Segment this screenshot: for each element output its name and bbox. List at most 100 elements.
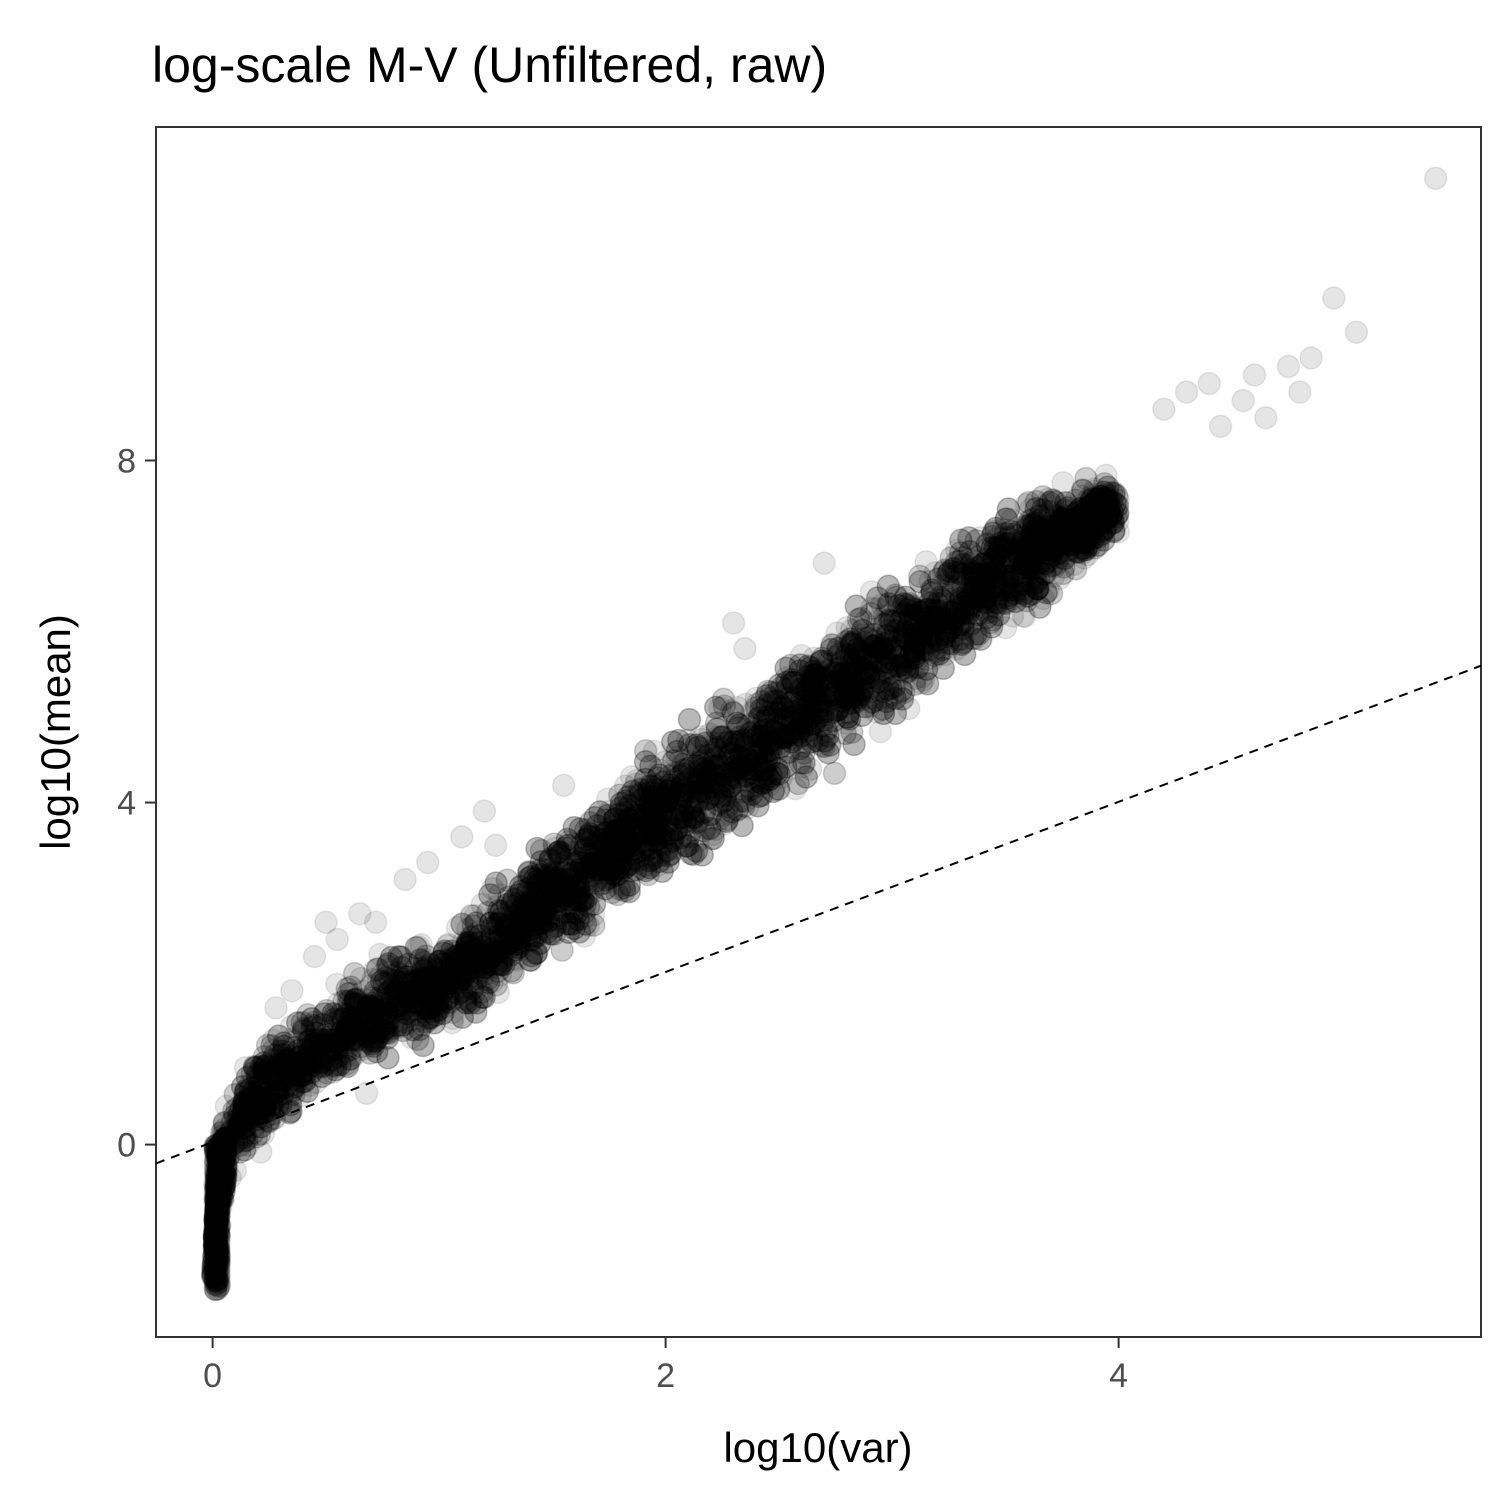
- data-point: [1051, 470, 1075, 495]
- data-point: [326, 1025, 351, 1050]
- data-point: [204, 1207, 229, 1232]
- data-point: [765, 741, 790, 765]
- data-point: [432, 959, 457, 983]
- data-point: [252, 1066, 276, 1091]
- data-point: [969, 565, 993, 590]
- data-point: [971, 579, 996, 604]
- data-point: [607, 843, 631, 867]
- data-point: [468, 954, 493, 979]
- plot-panel: [155, 126, 1482, 1338]
- data-point: [1081, 505, 1105, 530]
- data-point: [1082, 479, 1107, 504]
- data-point: [227, 1099, 251, 1123]
- data-point: [1031, 537, 1056, 561]
- data-point: [942, 610, 967, 634]
- data-point: [1045, 550, 1070, 574]
- data-point: [601, 820, 625, 845]
- data-point: [857, 694, 882, 719]
- data-point: [966, 592, 991, 617]
- data-point: [740, 728, 764, 753]
- data-point: [985, 541, 1010, 566]
- data-point: [265, 1080, 290, 1105]
- data-point: [361, 967, 385, 992]
- data-point: [390, 980, 414, 1005]
- data-point: [407, 975, 432, 999]
- data-point: [435, 942, 460, 967]
- data-point: [1027, 551, 1052, 575]
- data-point: [969, 575, 994, 599]
- data-point: [970, 583, 994, 607]
- data-point: [512, 905, 536, 930]
- data-point: [688, 790, 712, 815]
- data-point: [742, 757, 766, 781]
- data-point: [815, 710, 840, 734]
- data-point: [202, 1225, 227, 1250]
- data-point: [1007, 555, 1031, 580]
- data-point: [590, 848, 614, 873]
- data-point: [251, 1082, 276, 1107]
- data-point: [306, 1033, 330, 1058]
- data-point: [422, 991, 446, 1015]
- data-point: [924, 635, 949, 660]
- data-point: [929, 573, 954, 598]
- data-point: [572, 924, 597, 948]
- data-point: [486, 980, 510, 1005]
- data-point: [479, 945, 503, 970]
- data-point: [287, 1053, 312, 1077]
- data-point: [732, 756, 757, 781]
- data-point: [933, 620, 958, 644]
- data-point: [813, 666, 837, 691]
- data-point: [849, 648, 873, 672]
- data-point: [653, 786, 678, 811]
- data-point: [209, 1140, 234, 1164]
- data-point: [210, 1169, 235, 1194]
- data-point: [649, 798, 674, 822]
- data-point: [890, 613, 914, 637]
- data-point: [978, 546, 1002, 571]
- points-layer: [201, 166, 1448, 1302]
- data-point: [744, 708, 768, 733]
- data-point: [538, 921, 562, 946]
- data-point: [955, 588, 980, 612]
- data-point: [863, 633, 888, 658]
- data-point: [868, 719, 893, 744]
- data-point: [278, 1044, 303, 1068]
- data-point: [429, 993, 454, 1017]
- data-point: [900, 625, 925, 650]
- data-point: [436, 962, 460, 986]
- data-point: [835, 615, 859, 640]
- data-point: [1053, 523, 1078, 548]
- data-point: [610, 855, 634, 880]
- data-point: [1097, 484, 1122, 508]
- data-point: [290, 1061, 314, 1086]
- data-point: [209, 1146, 233, 1170]
- data-point: [488, 928, 512, 952]
- data-point: [958, 613, 982, 638]
- data-point: [369, 963, 393, 988]
- data-point: [970, 583, 994, 608]
- data-point: [495, 941, 520, 965]
- data-point: [336, 1023, 361, 1047]
- data-point: [212, 1124, 237, 1148]
- data-point: [337, 988, 361, 1013]
- data-point: [909, 671, 934, 695]
- data-point: [636, 792, 660, 816]
- data-point: [209, 1166, 234, 1191]
- data-point: [1017, 567, 1041, 591]
- data-point: [910, 664, 935, 689]
- data-point: [253, 1064, 277, 1088]
- data-point: [733, 744, 757, 768]
- data-point: [202, 1239, 227, 1263]
- data-point: [611, 838, 636, 862]
- data-point: [1075, 505, 1100, 529]
- data-point: [754, 746, 778, 770]
- data-point: [798, 669, 822, 693]
- data-point: [838, 678, 862, 702]
- data-point: [363, 958, 387, 983]
- data-point: [686, 809, 711, 834]
- data-point: [1014, 577, 1038, 602]
- data-point: [440, 947, 465, 971]
- data-point: [470, 892, 494, 917]
- data-point: [719, 761, 744, 786]
- data-point: [1091, 498, 1116, 522]
